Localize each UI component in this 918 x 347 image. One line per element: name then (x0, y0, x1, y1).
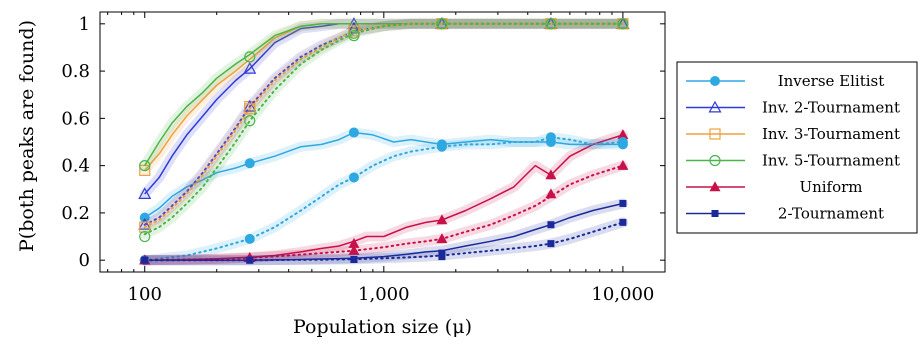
data-point (244, 158, 255, 169)
x-tick-label: 100 (128, 284, 162, 305)
legend-marker (709, 181, 721, 192)
data-point (617, 159, 629, 170)
data-point (244, 103, 256, 115)
series-band (139, 18, 628, 240)
data-point (138, 217, 152, 230)
legend-marker (709, 128, 721, 140)
data-point (246, 256, 254, 264)
data-point (139, 230, 151, 243)
y-tick-label: 0.6 (61, 108, 90, 129)
legend-item: 2-Tournament (686, 205, 884, 223)
data-point (348, 127, 359, 138)
legend-label: Inverse Elitist (778, 72, 885, 90)
series-line (143, 221, 624, 262)
legend-label: Inv. 3-Tournament (762, 125, 900, 143)
legend-item: Inv. 2-Tournament (686, 99, 900, 117)
series-11 (139, 217, 628, 266)
data-point (436, 18, 448, 30)
data-point (139, 160, 151, 172)
y-tick-label: 1 (79, 14, 90, 35)
legend-item: Inv. 3-Tournament (686, 125, 900, 143)
data-point (243, 61, 257, 74)
legend-marker (708, 100, 722, 113)
legend-label: 2-Tournament (778, 205, 884, 223)
data-point (617, 137, 628, 147)
data-point (545, 132, 556, 143)
series-9 (139, 18, 629, 243)
data-point (347, 21, 361, 34)
y-axis-label: P(both peaks are found) (16, 20, 38, 252)
data-point (547, 240, 555, 248)
data-point (619, 218, 627, 226)
legend: Inverse Elitist Inv. 2-Tournament Inv. 3-T… (676, 61, 918, 234)
series-8 (139, 18, 629, 233)
legend-item: Inv. 5-Tournament (686, 152, 900, 170)
data-point (438, 253, 446, 261)
series-line (143, 22, 624, 236)
series-group (138, 17, 630, 266)
legend-item: Inverse Elitist (686, 72, 884, 90)
data-point (348, 172, 359, 183)
legend-label: Inv. 2-Tournament (762, 99, 900, 117)
data-point (141, 256, 149, 264)
legend-item: Uniform (686, 178, 863, 196)
legend-marker (709, 154, 721, 167)
y-tick-label: 0.2 (61, 203, 90, 224)
x-axis-label: Population size (μ) (293, 316, 472, 338)
legend-marker (711, 210, 719, 217)
data-point (619, 199, 627, 207)
legend-marker (710, 76, 720, 86)
y-tick-label: 0.8 (61, 61, 90, 82)
y-tick-label: 0 (79, 250, 90, 271)
data-point (244, 51, 256, 63)
series-line (143, 136, 624, 262)
legend-box (676, 61, 918, 234)
data-point (244, 233, 255, 244)
data-point (436, 141, 447, 152)
data-point (545, 169, 557, 180)
legend-label: Uniform (799, 178, 862, 196)
legend-label: Inv. 5-Tournament (762, 152, 900, 170)
data-point (244, 115, 256, 127)
y-tick-label: 0.4 (61, 156, 90, 177)
data-point (545, 188, 557, 199)
data-point (348, 30, 360, 42)
data-point (436, 214, 448, 225)
data-point (547, 221, 555, 229)
data-point (350, 255, 358, 263)
data-point (138, 187, 152, 199)
data-point (436, 233, 448, 244)
data-point (617, 18, 629, 30)
data-point (545, 18, 557, 30)
data-point (348, 244, 360, 255)
x-tick-label: 1,000 (358, 284, 410, 305)
plot-frame (99, 11, 666, 273)
x-tick-label: 10,000 (591, 284, 654, 305)
data-point (348, 25, 360, 37)
